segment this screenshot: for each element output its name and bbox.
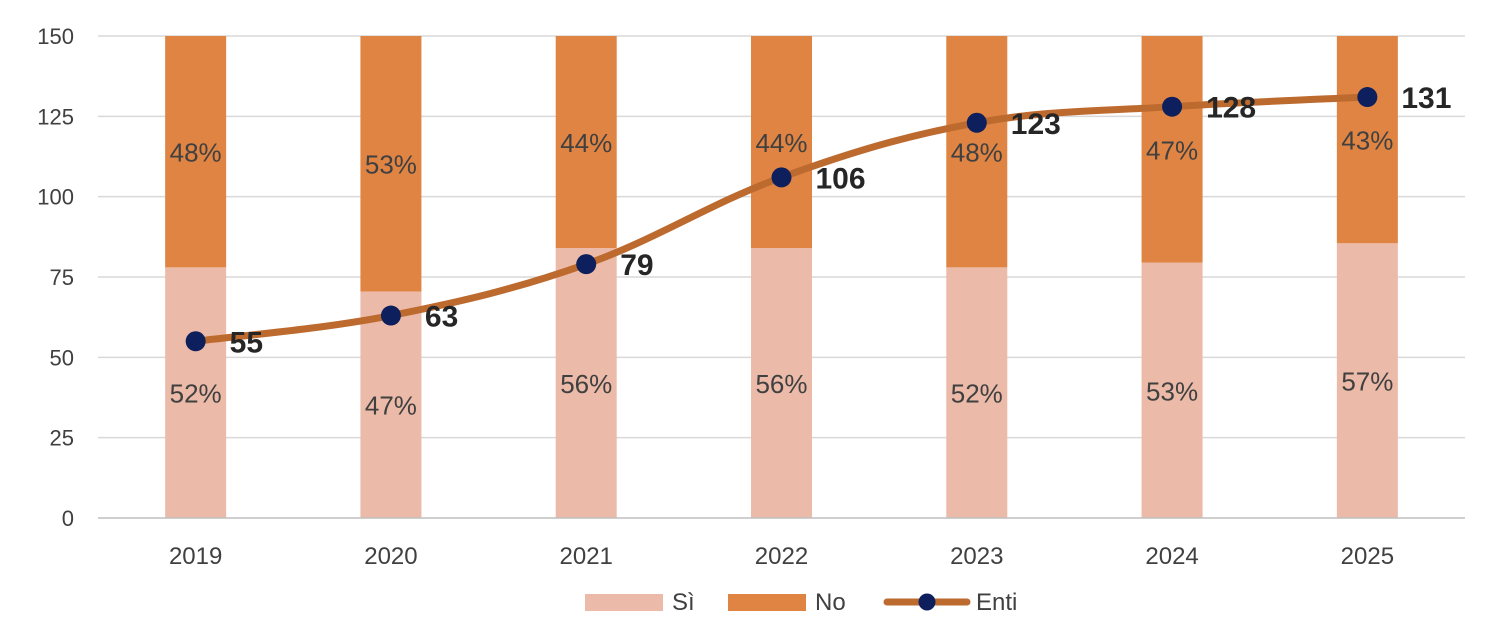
legend: Sì No Enti [585,589,1017,616]
enti-point [576,254,597,275]
enti-point [1357,87,1378,108]
bar-no-label: 47% [1146,135,1198,165]
y-tick-label: 100 [37,185,74,210]
enti-value-label: 106 [816,162,866,195]
bar-no [1336,36,1398,244]
legend-swatch-no [728,594,806,611]
x-tick-label: 2020 [364,543,417,570]
legend-label-si: Sì [672,589,695,616]
x-axis: 2019 2020 2021 2022 2023 2024 2025 [169,543,1394,570]
bar-no-label: 48% [170,138,222,168]
legend-swatch-si [585,594,663,611]
y-tick-label: 150 [37,24,74,49]
x-tick-label: 2025 [1341,543,1394,570]
enti-value-label: 123 [1011,108,1061,141]
bar-si [1141,262,1203,518]
y-tick-label: 125 [37,104,74,129]
bar-si-label: 56% [755,369,807,399]
legend-label-enti: Enti [976,589,1017,616]
y-tick-label: 0 [62,506,74,531]
y-tick-label: 25 [50,426,74,451]
enti-value-label: 79 [620,249,653,282]
enti-value-label: 55 [230,326,263,359]
bar-no [946,36,1008,268]
bar-si-label: 52% [170,379,222,409]
enti-point [380,305,401,326]
y-axis: 0 25 50 75 100 125 150 [37,24,74,531]
bar-no [555,36,617,249]
bar-si-label: 56% [560,369,612,399]
x-tick-label: 2019 [169,543,222,570]
bar-si [165,267,227,518]
bar-si-label: 53% [1146,376,1198,406]
enti-point [966,112,987,133]
enti-value-label: 128 [1206,92,1256,125]
bar-no-label: 48% [951,138,1003,168]
bar-si [360,291,422,518]
bar-no [165,36,227,268]
legend-marker-enti [918,593,936,611]
bar-no [1141,36,1203,263]
bar-no [360,36,422,292]
enti-point [771,167,792,188]
x-tick-label: 2022 [755,543,808,570]
y-tick-label: 50 [50,345,74,370]
bar-si [751,248,812,518]
y-tick-label: 75 [50,265,74,290]
enti-point [1162,96,1183,117]
bar-si [946,267,1008,518]
bars: 52% 48% 47% 53% 56% 44% 56% 44% 52% 48% 53% 47% 57% 4… [165,36,1398,518]
x-tick-label: 2021 [560,543,613,570]
enti-value-label: 63 [425,301,458,334]
enti-line: 55 63 79 106 123 128 131 [185,82,1451,359]
legend-label-no: No [815,589,846,616]
bar-no-label: 53% [365,150,417,180]
enti-value-label: 131 [1401,82,1451,115]
bar-si-label: 57% [1341,367,1393,397]
bar-si-label: 47% [365,391,417,421]
bar-si-label: 52% [951,379,1003,409]
bar-no-label: 44% [560,128,612,158]
bar-no-label: 43% [1341,126,1393,156]
bar-no [751,36,812,249]
x-tick-label: 2024 [1145,543,1198,570]
bar-si [555,248,617,518]
enti-point [185,331,206,352]
bar-si [1336,243,1398,518]
bar-no-label: 44% [755,128,807,158]
x-tick-label: 2023 [950,543,1003,570]
